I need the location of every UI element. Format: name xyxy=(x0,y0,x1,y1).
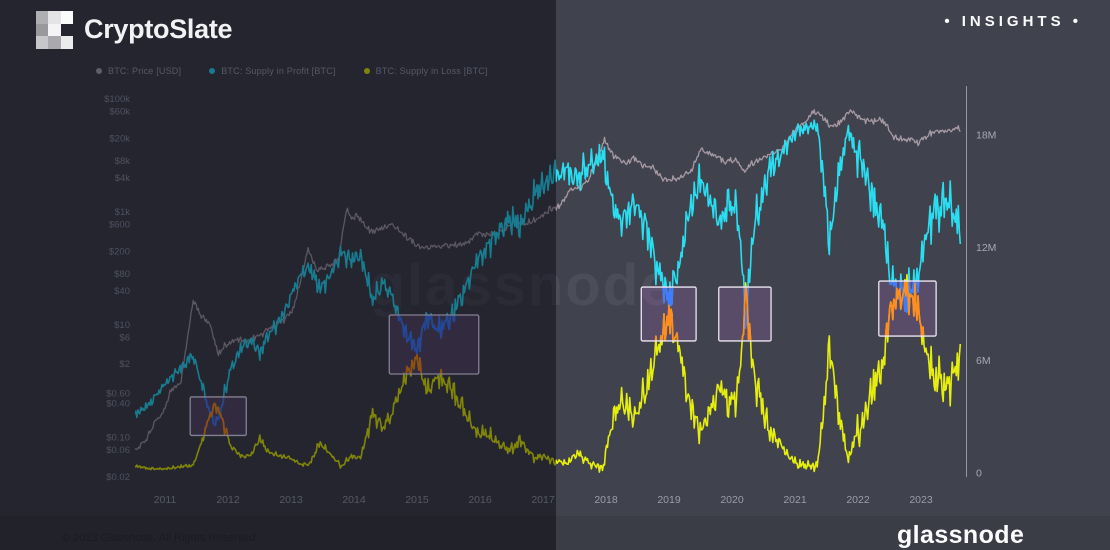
header: CryptoSlate • INSIGHTS • xyxy=(0,0,1110,56)
y-axis-left-tick: $8k xyxy=(115,156,131,167)
legend-label: BTC: Price [USD] xyxy=(108,66,182,76)
y-axis-left-tick: $40 xyxy=(114,286,130,297)
y-axis-left-tick: $1k xyxy=(115,207,131,218)
highlight-box xyxy=(878,280,937,337)
x-axis-tick: 2012 xyxy=(216,494,240,506)
legend-item-price: BTC: Price [USD] xyxy=(96,66,181,76)
y-axis-right-tick: 0 xyxy=(976,468,982,480)
glassnode-watermark: glassnode xyxy=(370,253,675,318)
y-axis-left-tick: $20k xyxy=(109,134,130,145)
legend-item-supply-in-loss: BTC: Supply in Loss [BTC] xyxy=(363,66,488,76)
y-axis-left-tick: $0.10 xyxy=(106,433,130,444)
y-axis-right-tick: 12M xyxy=(976,242,996,254)
y-axis-left-tick: $0.02 xyxy=(106,472,130,483)
x-axis-tick: 2020 xyxy=(720,494,744,506)
price-legend-dot-icon xyxy=(96,68,102,74)
highlight-box xyxy=(640,286,697,342)
brand-title: CryptoSlate xyxy=(84,14,233,44)
cryptoslate-logo-icon xyxy=(36,11,73,49)
x-axis-tick: 2013 xyxy=(279,494,303,506)
glassnode-wordmark: glassnode xyxy=(897,521,1025,549)
copyright-text: © 2023 Glassnode. All Rights Reserved. xyxy=(62,532,259,544)
y-axis-left-tick: $0.06 xyxy=(106,445,130,456)
legend-label: BTC: Supply in Loss [BTC] xyxy=(375,66,488,76)
y-axis-left-tick: $200 xyxy=(109,246,130,257)
legend-item-supply-in-profit: BTC: Supply in Profit [BTC] xyxy=(209,66,335,76)
y-axis-left-tick: $6 xyxy=(119,332,130,343)
chart-legend: BTC: Price [USD] BTC: Supply in Profit [… xyxy=(96,66,488,76)
y-axis-left-tick: $0.40 xyxy=(106,399,130,410)
y-axis-left-tick: $80 xyxy=(114,269,130,280)
x-axis-tick: 2015 xyxy=(405,494,429,506)
x-axis-tick: 2011 xyxy=(154,494,177,506)
supply-in-loss-legend-dot-icon xyxy=(363,68,370,74)
y-axis-left-tick: $100k xyxy=(104,94,130,105)
y-axis-right-tick: 6M xyxy=(976,355,991,367)
y-axis-left-tick: $600 xyxy=(109,220,130,231)
highlight-box xyxy=(718,286,772,342)
x-axis-tick: 2019 xyxy=(657,494,681,506)
x-axis-tick: 2023 xyxy=(909,494,933,506)
insights-badge: • INSIGHTS • xyxy=(944,13,1082,30)
y-axis-left-tick: $4k xyxy=(115,173,131,184)
supply-in-profit-legend-dot-icon xyxy=(209,68,216,74)
y-axis-left-tick: $2 xyxy=(119,359,130,370)
x-axis-tick: 2021 xyxy=(783,494,807,506)
x-axis-tick: 2014 xyxy=(342,494,366,506)
y-axis-left-tick: $10 xyxy=(114,320,130,331)
x-axis-tick: 2018 xyxy=(594,494,618,506)
x-axis-tick: 2016 xyxy=(468,494,492,506)
legend-label: BTC: Supply in Profit [BTC] xyxy=(221,66,336,76)
y-axis-left-tick: $60k xyxy=(109,107,130,118)
y-axis-right-tick: 18M xyxy=(976,129,996,141)
x-axis-tick: 2017 xyxy=(531,494,555,506)
x-axis-tick: 2022 xyxy=(846,494,870,506)
